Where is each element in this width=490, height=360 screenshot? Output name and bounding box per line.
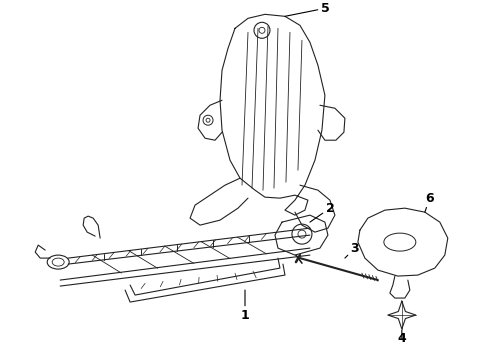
Text: 4: 4 [397, 330, 406, 345]
Text: 1: 1 [241, 290, 249, 321]
Text: 6: 6 [425, 192, 434, 212]
Text: 5: 5 [285, 2, 329, 16]
Text: 3: 3 [345, 242, 359, 258]
Text: 2: 2 [310, 202, 334, 222]
